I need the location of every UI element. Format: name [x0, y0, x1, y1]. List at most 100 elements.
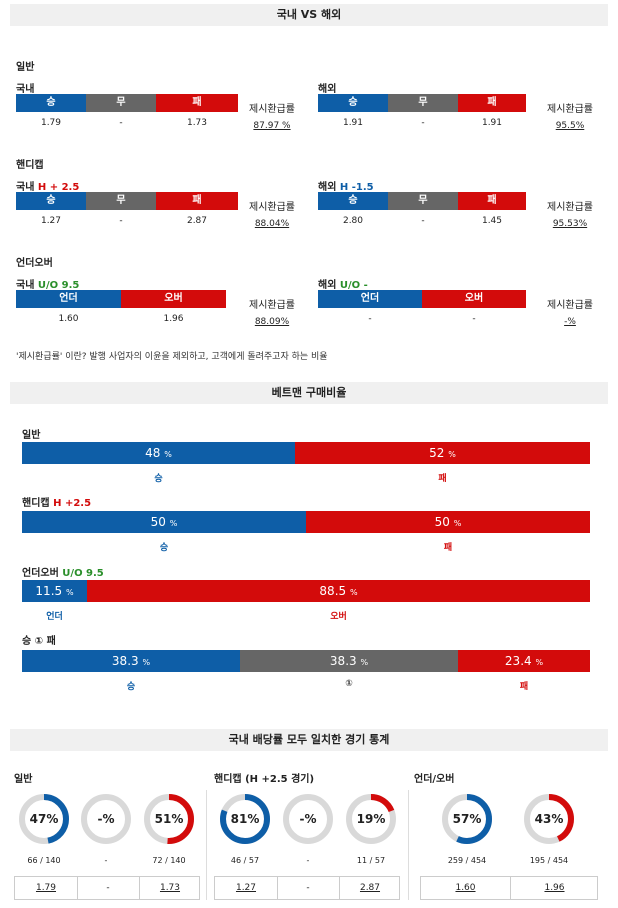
label-text: 국내: [16, 182, 35, 193]
stats-divider: [408, 790, 409, 900]
donut-track: [283, 794, 333, 844]
handicap-domestic-odds-table: 승 무 패 1.27 - 2.87: [16, 192, 238, 232]
odds-win: 2.80: [342, 216, 364, 226]
donut-arc: [524, 794, 574, 844]
handicap-foreign-refund: 제시환급률 95.53%: [540, 198, 600, 229]
summary-win: 1.27: [235, 883, 257, 893]
section-header-domestic-vs-foreign: 국내 VS 해외: [10, 4, 608, 26]
donut-percent: 57%: [452, 812, 482, 826]
underover-domestic-label: 국내 U/O 9.5: [16, 276, 79, 291]
donut-chart: [81, 794, 131, 844]
stat-donut: -%: [80, 793, 132, 845]
label-text: 국내: [16, 280, 35, 291]
uo-line: U/O 9.5: [62, 568, 104, 579]
header-draw: 무: [86, 192, 156, 210]
betman-underover-title: 언더오버 U/O 9.5: [22, 564, 104, 579]
handicap-line: H + 2.5: [37, 182, 80, 193]
odds-over: 1.96: [163, 314, 184, 324]
summary-separator: [510, 877, 511, 899]
section-header-betman-ratio: 베트맨 구매비율: [10, 382, 608, 404]
uo-line: U/O 9.5: [37, 280, 80, 291]
segment-unit: %: [349, 588, 358, 597]
donut-percent: 43%: [534, 812, 564, 826]
bar-label-lose: 패: [438, 474, 447, 484]
stat-donut: 47%: [18, 793, 70, 845]
header-win: 승: [16, 94, 86, 112]
summary-lose: 2.87: [359, 883, 381, 893]
header-win: 승: [318, 94, 388, 112]
donut-chart: [19, 794, 69, 844]
refund-value: 88.04%: [254, 219, 290, 229]
segment-value: 38.3: [329, 654, 357, 668]
stat-donut: 81%: [219, 793, 271, 845]
donut-arc: [220, 794, 270, 844]
underover-foreign-refund: 제시환급률 -%: [540, 296, 600, 327]
bar-segment-under: 11.5 %: [22, 580, 87, 602]
summary-lose: 1.73: [159, 883, 181, 893]
odds-draw: -: [421, 118, 425, 128]
handicap-line: H -1.5: [339, 182, 374, 193]
bar-segment-lose: 50 %: [306, 511, 590, 533]
odds-lose: 1.73: [186, 118, 208, 128]
donut-count: 259 / 454: [447, 856, 487, 865]
bar-label-win: 승: [126, 682, 136, 692]
segment-value: 11.5: [35, 584, 63, 598]
odds-lose: 1.91: [481, 118, 503, 128]
underover-domestic-refund: 제시환급률 88.09%: [244, 296, 300, 327]
donut-count: -: [104, 856, 108, 865]
stats-underover-odds-summary: 1.60 1.96: [420, 876, 598, 900]
header-lose: 패: [458, 94, 526, 112]
section-header-matching-odds-stats: 국내 배당률 모두 일치한 경기 통계: [10, 729, 608, 751]
label-text: 해외: [318, 182, 337, 193]
donut-percent: -%: [299, 812, 317, 826]
summary-draw: -: [106, 883, 110, 893]
summary-separator: [77, 877, 78, 899]
refund-label: 제시환급률: [547, 202, 593, 213]
odds-lose: 1.45: [481, 216, 503, 226]
segment-value: 23.4: [504, 654, 532, 668]
segment-value: 52: [429, 446, 445, 460]
segment-unit: %: [142, 658, 151, 667]
donut-count: -: [306, 856, 310, 865]
segment-value: 48: [145, 446, 161, 460]
header-draw: 무: [388, 94, 458, 112]
bar-label-win: 승: [159, 543, 169, 553]
donut-chart: [524, 794, 574, 844]
underover-foreign-odds-table: 언더 오버 - -: [318, 290, 526, 330]
odds-under: 1.60: [58, 314, 79, 324]
stats-divider: [206, 790, 207, 900]
odds-over: -: [472, 314, 476, 324]
handicap-line: H +2.5: [53, 498, 92, 509]
segment-unit: %: [360, 658, 369, 667]
underover-domestic-odds-table: 언더 오버 1.60 1.96: [16, 290, 226, 330]
stats-underover-title: 언더/오버: [414, 774, 455, 785]
refund-label: 제시환급률: [547, 300, 593, 311]
refund-label: 제시환급률: [249, 202, 295, 213]
donut-chart: [144, 794, 194, 844]
refund-note: '제시환급률' 이란? 발행 사업자의 이윤을 제외하고, 고객에게 돌려주고자…: [16, 352, 328, 362]
handicap-section-title: 핸디캡: [16, 160, 44, 171]
header-lose: 패: [156, 94, 238, 112]
refund-value: 95.53%: [552, 219, 588, 229]
refund-value: 95.5%: [555, 121, 585, 131]
header-under: 언더: [318, 290, 422, 308]
bar-segment-draw: 38.3 %: [240, 650, 458, 672]
donut-percent: 47%: [29, 812, 59, 826]
donut-percent: 51%: [154, 812, 184, 826]
general-foreign-refund: 제시환급률 95.5%: [540, 100, 600, 131]
refund-label: 제시환급률: [249, 104, 295, 115]
betman-handicap-title: 핸디캡 H +2.5: [22, 494, 91, 509]
stats-general-title: 일반: [14, 774, 33, 785]
refund-label: 제시환급률: [249, 300, 295, 311]
refund-value: -%: [564, 317, 576, 327]
segment-value: 50: [150, 515, 166, 529]
summary-draw: -: [306, 883, 310, 893]
odds-win: 1.91: [342, 118, 364, 128]
odds-lose: 2.87: [186, 216, 208, 226]
betman-general-title: 일반: [22, 430, 41, 441]
header-win: 승: [16, 192, 86, 210]
segment-unit: %: [65, 588, 74, 597]
odds-draw: -: [119, 118, 123, 128]
handicap-domestic-label: 국내 H + 2.5: [16, 178, 79, 193]
general-section-title: 일반: [16, 62, 35, 73]
